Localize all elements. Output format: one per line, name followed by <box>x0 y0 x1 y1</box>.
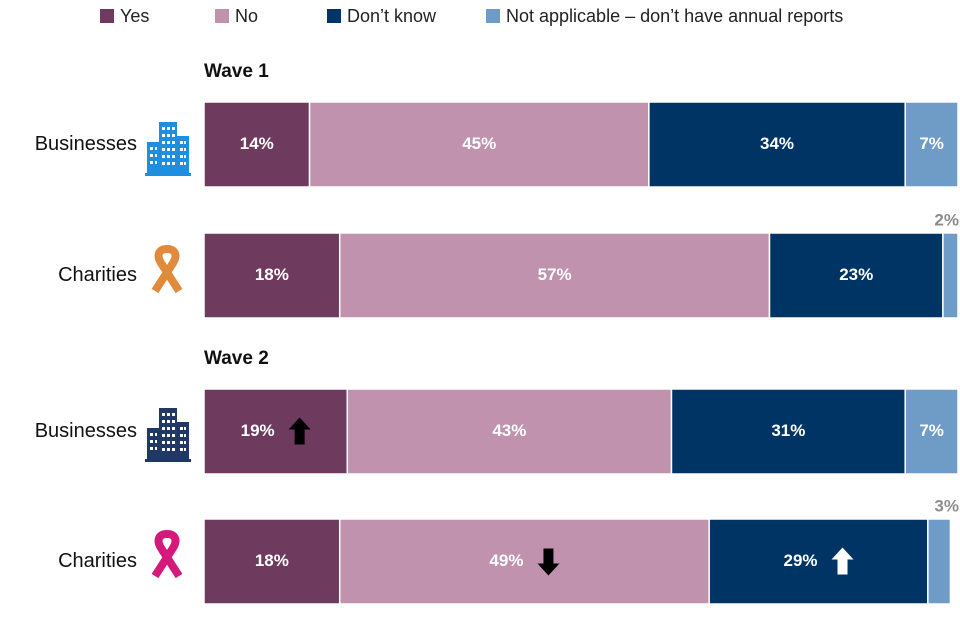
bar-segment <box>904 388 959 475</box>
legend-swatch <box>100 9 114 23</box>
bar-segment <box>708 518 929 605</box>
value-label: 2% <box>934 210 959 229</box>
legend-label: Not applicable – don’t have annual repor… <box>506 6 843 26</box>
category-label: Charities <box>58 264 137 286</box>
value-label: 7% <box>919 134 944 153</box>
group-label: Wave 2 <box>204 348 269 369</box>
value-label: 18% <box>255 551 289 570</box>
value-label: 18% <box>255 265 289 284</box>
bar-segment <box>308 101 650 188</box>
business-icon <box>145 408 191 462</box>
value-label: 23% <box>839 265 873 284</box>
value-label: 19% <box>241 421 275 440</box>
value-label: 31% <box>771 421 805 440</box>
value-label: 14% <box>240 134 274 153</box>
bar-segment <box>670 388 906 475</box>
value-label: 45% <box>462 134 496 153</box>
business-icon <box>145 122 191 176</box>
bar-segment <box>927 518 952 605</box>
significance-arrow <box>537 548 560 576</box>
group-label: Wave 1 <box>204 61 269 82</box>
value-label: 3% <box>934 496 959 515</box>
bar-segment <box>338 518 710 605</box>
bar-segment <box>338 232 771 319</box>
bar-segment <box>768 232 944 319</box>
charity-icon <box>155 249 179 291</box>
bar-segment <box>942 232 959 319</box>
significance-arrow <box>288 417 311 445</box>
category-label: Businesses <box>35 420 137 442</box>
value-label: 43% <box>492 421 526 440</box>
value-label: 57% <box>538 265 572 284</box>
bar-segment <box>648 101 906 188</box>
bar-segment <box>203 101 311 188</box>
value-label: 29% <box>783 551 817 570</box>
category-label: Charities <box>58 550 137 572</box>
charity-icon <box>155 534 179 576</box>
legend-swatch <box>327 9 341 23</box>
value-label: 34% <box>760 134 794 153</box>
legend: Yes No Don’t know Not applicable – don’t ha… <box>100 6 843 26</box>
bar-segment <box>203 232 341 319</box>
legend-label: Yes <box>120 6 149 26</box>
legend-swatch <box>215 9 229 23</box>
legend-swatch <box>486 9 500 23</box>
bar-segment <box>203 518 341 605</box>
bar-segment <box>203 388 349 475</box>
bar-segment <box>904 101 959 188</box>
bar-segment <box>346 388 673 475</box>
category-label: Businesses <box>35 133 137 155</box>
legend-label: Don’t know <box>347 6 437 26</box>
value-label: 7% <box>919 421 944 440</box>
value-label: 49% <box>489 551 523 570</box>
legend-label: No <box>235 6 258 26</box>
significance-arrow <box>831 547 854 575</box>
